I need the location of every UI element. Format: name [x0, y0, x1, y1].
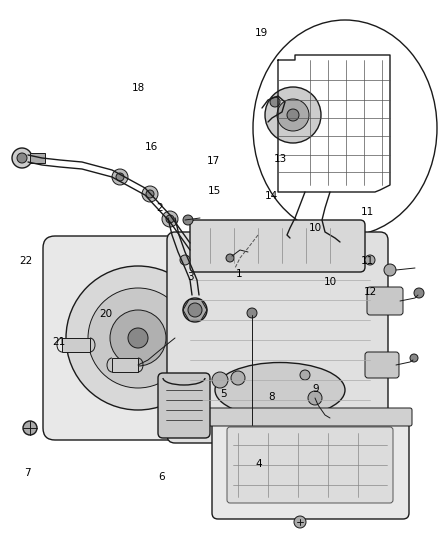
FancyBboxPatch shape: [208, 408, 412, 426]
Text: 4: 4: [255, 459, 262, 469]
Circle shape: [285, 235, 295, 245]
Bar: [112, 358, 138, 372]
Circle shape: [414, 288, 424, 298]
FancyBboxPatch shape: [365, 352, 399, 378]
Text: 14: 14: [265, 191, 278, 201]
Circle shape: [12, 148, 32, 168]
Text: 21: 21: [53, 337, 66, 347]
Circle shape: [336, 240, 344, 248]
Circle shape: [365, 255, 375, 265]
Bar: [62, 338, 90, 352]
Circle shape: [231, 371, 245, 385]
Circle shape: [183, 298, 207, 322]
Circle shape: [180, 415, 190, 425]
Circle shape: [384, 264, 396, 276]
Bar: [205, 355, 223, 367]
Circle shape: [162, 211, 178, 227]
Text: 8: 8: [268, 392, 275, 402]
Circle shape: [66, 266, 210, 410]
Circle shape: [270, 97, 280, 107]
Circle shape: [410, 354, 418, 362]
Text: 7: 7: [24, 469, 31, 478]
Text: 12: 12: [364, 287, 377, 297]
FancyBboxPatch shape: [43, 236, 229, 440]
Circle shape: [128, 328, 148, 348]
Bar: [30, 153, 45, 163]
Circle shape: [277, 99, 309, 131]
FancyBboxPatch shape: [227, 427, 393, 503]
Circle shape: [308, 391, 322, 405]
Text: 2: 2: [156, 203, 163, 213]
Text: 11: 11: [361, 256, 374, 266]
FancyBboxPatch shape: [367, 287, 403, 315]
Text: 18: 18: [131, 83, 145, 93]
Circle shape: [265, 87, 321, 143]
Text: 11: 11: [361, 207, 374, 217]
Circle shape: [294, 516, 306, 528]
Ellipse shape: [253, 20, 437, 236]
Circle shape: [300, 370, 310, 380]
Text: 13: 13: [274, 154, 287, 164]
Text: 17: 17: [207, 156, 220, 166]
FancyBboxPatch shape: [190, 220, 365, 272]
FancyBboxPatch shape: [167, 232, 388, 443]
Circle shape: [183, 215, 193, 225]
Circle shape: [287, 109, 299, 121]
Circle shape: [188, 303, 202, 317]
Circle shape: [112, 169, 128, 185]
Circle shape: [212, 372, 228, 388]
Text: 10: 10: [309, 223, 322, 233]
Circle shape: [180, 255, 190, 265]
Ellipse shape: [215, 362, 345, 417]
Text: 9: 9: [312, 384, 319, 394]
Circle shape: [116, 173, 124, 181]
Circle shape: [247, 308, 257, 318]
Text: 3: 3: [187, 272, 194, 282]
Circle shape: [146, 190, 154, 198]
Circle shape: [23, 421, 37, 435]
Text: 22: 22: [20, 256, 33, 266]
Circle shape: [88, 288, 188, 388]
Text: 15: 15: [208, 186, 221, 196]
Text: 10: 10: [324, 278, 337, 287]
Text: 6: 6: [159, 472, 166, 482]
Text: 5: 5: [220, 390, 227, 399]
Circle shape: [17, 153, 27, 163]
Text: 19: 19: [255, 28, 268, 38]
Text: 20: 20: [99, 310, 113, 319]
Text: 16: 16: [145, 142, 158, 151]
Circle shape: [142, 186, 158, 202]
Circle shape: [110, 310, 166, 366]
Circle shape: [365, 415, 375, 425]
FancyBboxPatch shape: [212, 412, 409, 519]
Text: 1: 1: [235, 270, 242, 279]
Circle shape: [166, 215, 174, 223]
Circle shape: [226, 254, 234, 262]
FancyBboxPatch shape: [158, 373, 210, 438]
